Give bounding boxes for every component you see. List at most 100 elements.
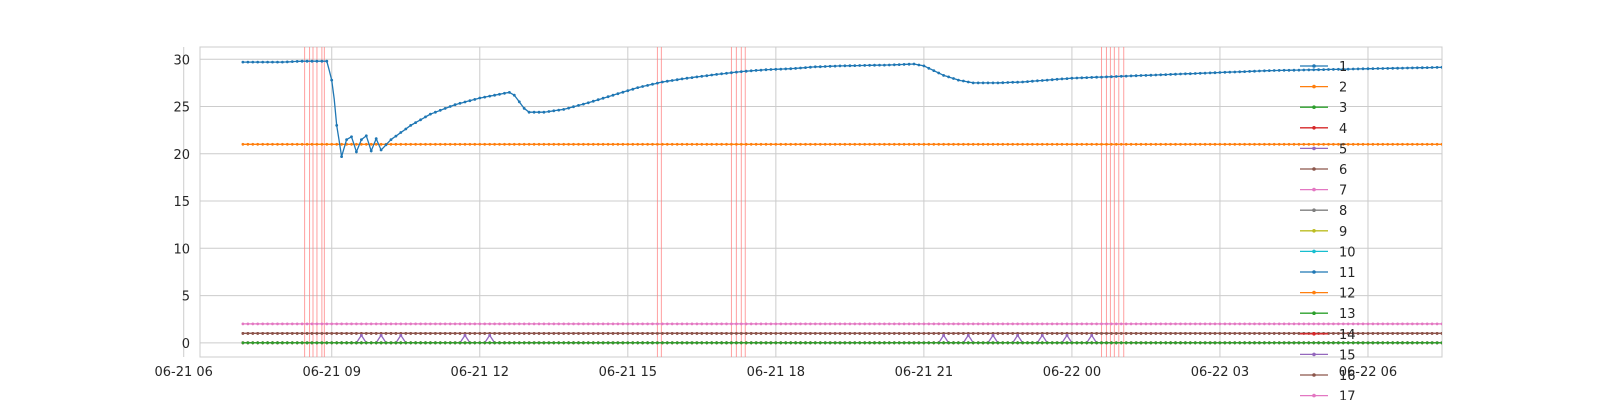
data-point [1564,341,1567,344]
data-point [424,142,427,146]
data-point [675,332,679,335]
data-point [443,322,447,326]
data-point [364,332,368,335]
data-point [1228,332,1232,335]
data-point [434,322,437,326]
data-point [1569,332,1572,335]
data-point [1500,341,1503,344]
data-point [779,332,783,335]
data-point [1554,341,1557,344]
data-point [1184,341,1187,345]
data-point [1401,332,1404,335]
data-point [1455,341,1458,344]
data-point [863,322,867,326]
data-point [1485,323,1488,326]
data-point [1075,341,1079,345]
data-point [1505,341,1508,344]
data-point [468,341,472,345]
data-point [246,332,250,335]
data-point [611,332,615,335]
data-point [542,341,546,345]
x-tick-label: 06-22 03 [1191,365,1249,380]
data-point [705,332,709,335]
data-point [468,322,472,326]
data-point [1485,341,1488,344]
data-point [1184,332,1187,335]
data-point [848,142,852,146]
data-point [1495,332,1498,335]
data-point [1174,332,1177,335]
data-point [310,341,314,345]
data-point [680,142,684,146]
data-point [1455,341,1458,344]
data-point [1579,332,1582,335]
data-point [715,322,718,326]
data-point [1391,322,1395,326]
data-point [887,142,891,146]
data-point [567,341,570,345]
data-point [1277,322,1281,326]
data-point [340,142,343,146]
data-point [932,322,936,326]
data-point [488,333,492,337]
data-point [774,142,778,146]
data-point [330,142,334,146]
data-point [1154,341,1158,345]
data-point [1411,341,1414,345]
data-point [325,332,329,335]
data-point [1080,332,1084,335]
data-point [1451,341,1454,344]
data-point [596,341,600,345]
data-point [853,142,857,146]
data-point [1525,323,1528,326]
data-point [897,322,901,326]
data-point [1001,341,1005,345]
data-point [843,341,847,345]
data-point [863,142,867,146]
data-point [769,322,773,326]
data-point [1080,322,1084,326]
data-point [759,322,763,326]
data-point [537,341,541,345]
data-point [1055,332,1059,335]
data-point [315,322,319,326]
x-tick-label: 06-21 18 [747,365,805,380]
data-point [246,142,250,146]
data-point [848,341,852,345]
data-point [843,142,847,146]
data-point [1139,332,1143,335]
data-point [1569,332,1572,335]
data-point [350,341,353,345]
data-point [443,341,447,345]
data-point [1016,341,1019,345]
data-point [863,341,867,345]
data-point [1594,341,1597,344]
data-point [1016,322,1019,326]
data-point [685,142,689,146]
data-point [1480,332,1483,335]
data-point [1505,341,1508,344]
data-point [399,333,403,337]
data-point [907,341,911,345]
data-point [1105,322,1108,326]
data-point [1233,322,1237,326]
data-point [1574,341,1577,344]
data-point [1559,341,1562,344]
data-point [779,322,783,326]
data-point [1569,323,1572,326]
data-point [991,333,995,337]
data-point [1579,341,1582,344]
data-point [1415,322,1419,326]
data-point [1480,341,1483,344]
data-point [503,341,506,345]
data-point [1510,341,1513,344]
data-point [434,142,437,146]
data-point [1475,341,1478,344]
data-point [512,341,516,345]
data-point [937,322,941,326]
data-point [1539,332,1542,335]
data-point [1569,341,1572,344]
data-point [1584,341,1587,344]
data-point [1139,341,1143,345]
data-point [542,332,546,335]
